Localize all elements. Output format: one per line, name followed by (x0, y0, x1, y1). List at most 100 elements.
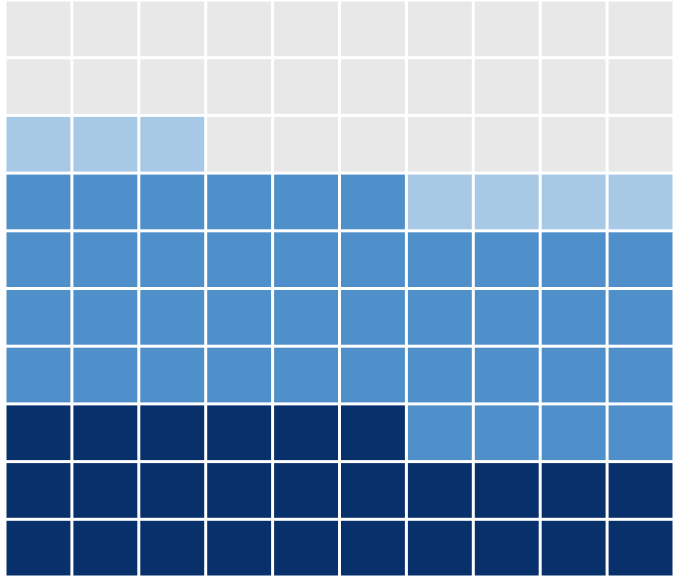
waffle-cell (474, 405, 539, 461)
waffle-cell (407, 232, 472, 287)
waffle-cell (140, 1, 205, 57)
waffle-cell (207, 1, 272, 57)
waffle-cell (608, 405, 673, 461)
waffle-cell (6, 463, 71, 518)
waffle-cell (341, 405, 405, 461)
waffle-cell (341, 59, 405, 114)
waffle-cell (341, 290, 405, 345)
waffle-cell (140, 232, 205, 287)
waffle-cell (73, 290, 138, 345)
waffle-cell (73, 116, 138, 172)
waffle-cell (341, 1, 405, 57)
waffle-cell (608, 520, 673, 576)
waffle-cell (207, 463, 272, 518)
waffle-cell (274, 59, 338, 114)
waffle-cell (474, 347, 539, 403)
waffle-cell (474, 232, 539, 287)
waffle-cell (6, 520, 71, 576)
waffle-cell (541, 347, 606, 403)
waffle-cell (541, 174, 606, 230)
waffle-cell (407, 59, 472, 114)
waffle-cell (274, 1, 338, 57)
waffle-cell (608, 232, 673, 287)
waffle-cell (407, 116, 472, 172)
waffle-cell (341, 232, 405, 287)
waffle-cell (474, 520, 539, 576)
waffle-cell (407, 174, 472, 230)
waffle-cell (541, 59, 606, 114)
waffle-cell (6, 290, 71, 345)
waffle-cell (541, 232, 606, 287)
waffle-cell (207, 232, 272, 287)
waffle-cell (274, 347, 338, 403)
waffle-cell (73, 463, 138, 518)
waffle-cell (274, 290, 338, 345)
waffle-cell (407, 520, 472, 576)
waffle-cell (474, 116, 539, 172)
waffle-cell (541, 116, 606, 172)
waffle-cell (341, 174, 405, 230)
waffle-cell (73, 59, 138, 114)
waffle-cell (608, 59, 673, 114)
waffle-cell (608, 290, 673, 345)
waffle-cell (608, 463, 673, 518)
waffle-cell (407, 290, 472, 345)
waffle-cell (207, 59, 272, 114)
waffle-cell (207, 174, 272, 230)
waffle-cell (274, 463, 338, 518)
waffle-cell (6, 59, 71, 114)
waffle-cell (341, 463, 405, 518)
waffle-cell (140, 405, 205, 461)
waffle-cell (73, 1, 138, 57)
waffle-cell (608, 347, 673, 403)
waffle-cell (6, 174, 71, 230)
waffle-cell (140, 174, 205, 230)
waffle-cell (274, 174, 338, 230)
waffle-cell (407, 347, 472, 403)
waffle-cell (140, 520, 205, 576)
waffle-cell (207, 116, 272, 172)
waffle-cell (541, 290, 606, 345)
waffle-cell (73, 520, 138, 576)
waffle-cell (407, 405, 472, 461)
waffle-cell (407, 1, 472, 57)
waffle-cell (6, 1, 71, 57)
waffle-cell (474, 59, 539, 114)
waffle-cell (474, 174, 539, 230)
waffle-cell (341, 520, 405, 576)
waffle-cell (6, 405, 71, 461)
waffle-cell (6, 116, 71, 172)
waffle-cell (274, 232, 338, 287)
waffle-cell (274, 405, 338, 461)
waffle-cell (341, 347, 405, 403)
waffle-cell (140, 463, 205, 518)
waffle-cell (541, 405, 606, 461)
waffle-cell (207, 520, 272, 576)
waffle-cell (474, 290, 539, 345)
waffle-cell (73, 405, 138, 461)
waffle-cell (207, 405, 272, 461)
waffle-cell (407, 463, 472, 518)
waffle-cell (541, 463, 606, 518)
waffle-cell (73, 347, 138, 403)
waffle-cell (541, 520, 606, 576)
waffle-cell (608, 1, 673, 57)
waffle-cell (140, 290, 205, 345)
waffle-cell (608, 174, 673, 230)
waffle-cell (207, 290, 272, 345)
waffle-cell (608, 116, 673, 172)
waffle-cell (474, 1, 539, 57)
waffle-cell (140, 347, 205, 403)
waffle-cell (341, 116, 405, 172)
waffle-cell (140, 116, 205, 172)
waffle-cell (73, 174, 138, 230)
waffle-cell (207, 347, 272, 403)
waffle-cell (274, 116, 338, 172)
waffle-cell (274, 520, 338, 576)
waffle-cell (6, 347, 71, 403)
waffle-cell (73, 232, 138, 287)
waffle-cell (474, 463, 539, 518)
waffle-cell (140, 59, 205, 114)
